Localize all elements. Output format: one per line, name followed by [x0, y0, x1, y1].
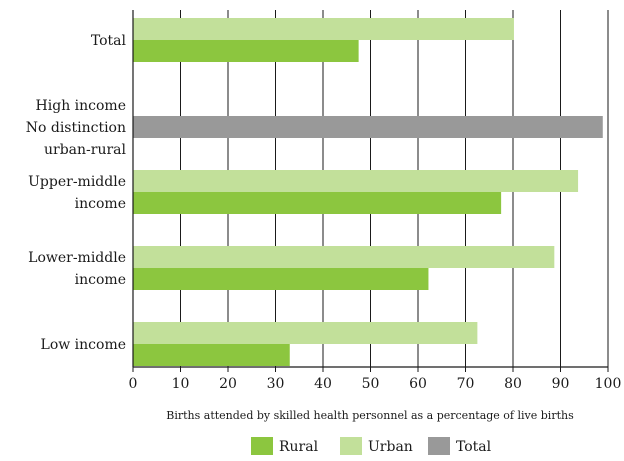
bars — [133, 18, 603, 366]
legend-label-total: Total — [456, 439, 492, 455]
category-label-line: income — [75, 196, 126, 212]
x-tick-label-90: 90 — [552, 376, 570, 392]
x-tick-label-100: 100 — [595, 376, 622, 392]
category-label-4: Low income — [41, 337, 126, 353]
x-tick-label-60: 60 — [409, 376, 427, 392]
category-label-3: Lower-middle income — [28, 250, 126, 288]
bar-urban-2 — [133, 170, 579, 192]
category-label-line: No distinction — [26, 120, 126, 136]
bar-rural-4 — [133, 344, 290, 366]
x-tick-label-20: 20 — [219, 376, 237, 392]
bar-urban-3 — [133, 246, 555, 268]
category-label-line: Upper-middle — [28, 174, 126, 190]
x-axis-title: Births attended by skilled health person… — [166, 409, 574, 422]
category-label-line: Lower-middle — [28, 250, 126, 266]
x-tick-label-80: 80 — [504, 376, 522, 392]
category-label-1: High income No distinction urban-rural — [26, 98, 127, 158]
legend-swatch-total — [428, 437, 450, 455]
x-tick-label-30: 30 — [267, 376, 285, 392]
bar-total-1 — [133, 116, 603, 138]
legend-label-urban: Urban — [368, 439, 413, 455]
category-label-line: urban-rural — [44, 142, 127, 158]
legend-swatch-rural — [251, 437, 273, 455]
legend-swatch-urban — [340, 437, 362, 455]
x-tick-label-70: 70 — [457, 376, 475, 392]
legend: Rural Urban Total — [251, 437, 492, 455]
bar-rural-3 — [133, 268, 429, 290]
bar-rural-2 — [133, 192, 502, 214]
category-label-line: Total — [91, 33, 127, 49]
bar-rural-0 — [133, 40, 359, 62]
legend-label-rural: Rural — [279, 439, 319, 455]
x-tick-label-10: 10 — [172, 376, 190, 392]
category-label-0: Total — [91, 33, 127, 49]
category-labels: Total High income No distinction urban-rura… — [26, 33, 127, 353]
x-tick-label-50: 50 — [362, 376, 380, 392]
x-axis: 0 10 20 30 40 50 60 70 80 90 100 — [129, 10, 622, 392]
x-tick-label-0: 0 — [129, 376, 138, 392]
category-label-2: Upper-middle income — [28, 174, 126, 212]
category-label-line: income — [75, 272, 126, 288]
bar-urban-0 — [133, 18, 514, 40]
category-label-line: High income — [36, 98, 126, 114]
bar-urban-4 — [133, 322, 478, 344]
category-label-line: Low income — [41, 337, 126, 353]
x-tick-label-40: 40 — [314, 376, 332, 392]
